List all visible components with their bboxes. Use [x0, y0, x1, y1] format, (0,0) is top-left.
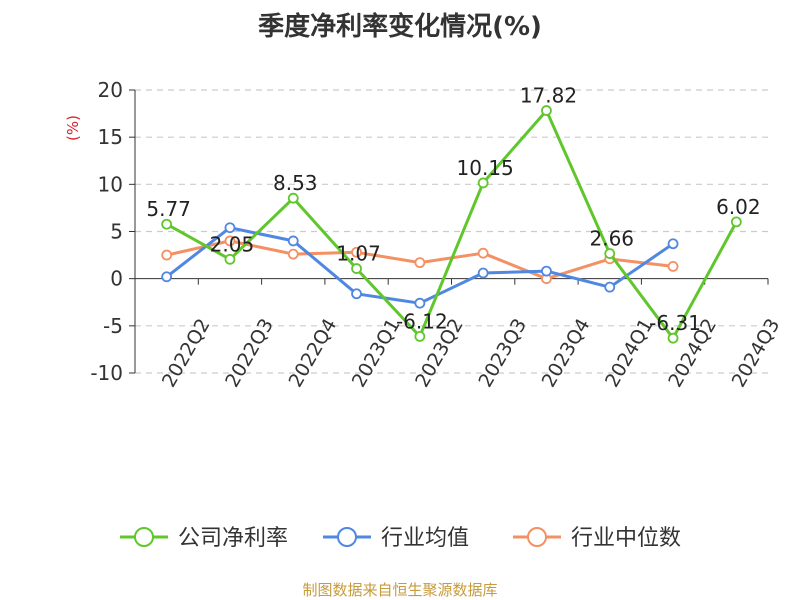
y-tick-label: 5 [110, 220, 123, 244]
legend-item[interactable]: 公司净利率 [120, 526, 288, 551]
y-tick-label: 20 [98, 78, 123, 102]
data-label: 8.53 [273, 171, 318, 195]
legend-item[interactable]: 行业均值 [323, 526, 469, 551]
data-source-note: 制图数据来自恒生聚源数据库 [302, 581, 498, 599]
legend-marker-icon [337, 527, 357, 547]
data-label: 1.07 [336, 242, 381, 266]
legend[interactable]: 公司净利率 行业均值 行业中位数 [120, 526, 681, 551]
series-line [165, 109, 738, 340]
legend-label: 行业均值 [381, 526, 469, 551]
legend-label: 公司净利率 [178, 526, 288, 551]
data-point[interactable] [541, 105, 552, 116]
data-point[interactable] [477, 247, 489, 259]
data-label: 10.15 [457, 156, 514, 180]
data-point[interactable] [224, 253, 236, 265]
chart-title: 季度净利率变化情况(%) [258, 12, 542, 42]
series-lines [161, 105, 742, 344]
y-tick-label: -10 [90, 361, 123, 385]
data-point[interactable] [477, 267, 489, 279]
legend-marker-icon [527, 527, 547, 547]
data-label: 2.66 [589, 227, 634, 251]
data-point[interactable] [414, 297, 426, 309]
data-point[interactable] [730, 216, 742, 228]
y-tick-label: 0 [110, 267, 123, 291]
data-point[interactable] [667, 261, 679, 272]
data-label: 5.77 [146, 197, 191, 221]
data-point[interactable] [287, 248, 299, 260]
data-point[interactable] [477, 177, 489, 189]
data-point[interactable] [351, 246, 362, 258]
data-point[interactable] [604, 281, 616, 293]
y-axis-label: (%) [64, 115, 82, 141]
data-point[interactable] [604, 248, 616, 259]
data-point[interactable] [161, 271, 173, 283]
legend-label: 行业中位数 [571, 526, 681, 551]
legend-marker-icon [134, 527, 154, 547]
data-label: -6.12 [396, 309, 448, 333]
y-tick-label: -5 [103, 314, 123, 338]
data-point[interactable] [667, 238, 679, 250]
y-tick-label: 15 [98, 125, 123, 149]
data-point[interactable] [287, 192, 299, 204]
data-point[interactable] [351, 288, 362, 300]
data-point[interactable] [224, 235, 236, 247]
data-label: 17.82 [520, 84, 577, 108]
data-point[interactable] [667, 332, 679, 344]
y-tick-label: 10 [98, 172, 123, 196]
data-point[interactable] [161, 249, 173, 261]
data-point[interactable] [224, 222, 236, 234]
data-label: -6.31 [649, 311, 701, 335]
data-point[interactable] [351, 263, 362, 274]
data-point[interactable] [161, 218, 173, 230]
legend-item[interactable]: 行业中位数 [513, 526, 681, 551]
data-label: 6.02 [716, 195, 761, 219]
data-point[interactable] [287, 235, 299, 247]
data-label: 2.05 [210, 232, 255, 256]
data-point[interactable] [414, 330, 426, 342]
x-tick-label: 2022Q2 [158, 315, 215, 391]
data-point[interactable] [541, 265, 552, 277]
data-point[interactable] [414, 257, 426, 269]
data-labels: 5.77 2.05 8.53 1.07 -6.12 10.15 17.82 2.66 -6.31… [146, 84, 760, 336]
